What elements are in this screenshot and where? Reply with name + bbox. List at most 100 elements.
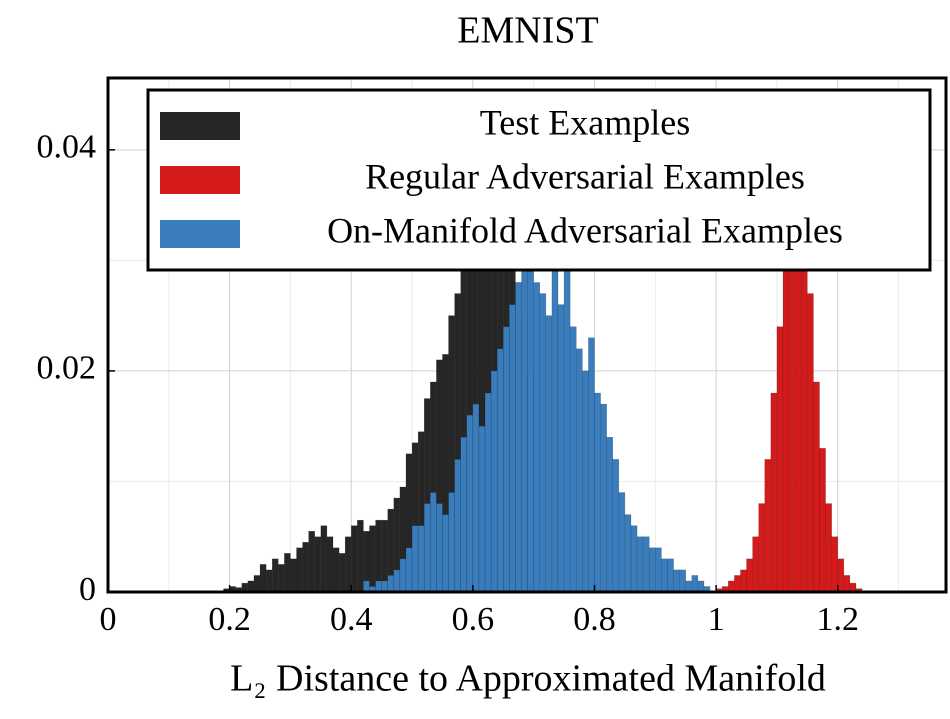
chart-title: EMNIST [457, 10, 598, 52]
x-tick-label: 0.2 [208, 601, 251, 638]
histogram-bar [807, 293, 814, 592]
histogram-bar [278, 564, 285, 592]
x-tick-label: 1.2 [817, 601, 860, 638]
histogram-bar [314, 536, 322, 592]
histogram-bar [417, 525, 425, 592]
histogram-bar [363, 580, 370, 592]
y-tick-label: 0.04 [37, 129, 97, 166]
y-tick-label: 0.02 [37, 350, 97, 387]
histogram-bar [801, 238, 808, 592]
histogram-bar [375, 580, 382, 592]
histogram-bar [636, 536, 644, 592]
histogram-bar [344, 536, 352, 592]
histogram-bar [770, 392, 778, 592]
histogram-bar [521, 249, 528, 592]
histogram-bar [843, 575, 851, 592]
histogram-bar [503, 326, 510, 592]
histogram-bar [679, 569, 686, 592]
histogram-bar [393, 569, 401, 592]
histogram-bar [405, 547, 413, 592]
histogram-bar [448, 315, 455, 592]
y-tick-label: 0 [79, 571, 96, 608]
histogram-bar [606, 436, 613, 592]
histogram-bar [472, 403, 480, 592]
histogram-bar [855, 588, 863, 592]
x-tick-label: 0.4 [330, 601, 373, 638]
histogram-bar [752, 536, 759, 592]
histogram-bar [411, 525, 419, 592]
histogram-bar [569, 326, 577, 592]
histogram-bar [308, 530, 316, 592]
histogram-bar [509, 304, 516, 592]
plot-frame [106, 76, 948, 594]
legend-label: On-Manifold Adversarial Examples [327, 210, 843, 250]
histogram-bar [478, 425, 486, 592]
histogram-bar [758, 503, 766, 592]
histogram-bar [582, 370, 589, 592]
histogram-bar [460, 436, 468, 592]
histogram-bar [253, 575, 261, 592]
histogram-bar [776, 326, 784, 592]
histogram-bar [387, 575, 395, 592]
histogram-bar [630, 525, 638, 592]
histogram-bar [600, 403, 607, 592]
histogram-bar [466, 414, 474, 592]
histogram-bar [588, 337, 595, 592]
histogram-bar [296, 547, 303, 592]
legend-label: Regular Adversarial Examples [365, 156, 805, 196]
histogram-bar [728, 580, 735, 592]
histogram-bar [837, 558, 845, 592]
histogram-bar [691, 575, 699, 592]
histogram-bar [557, 304, 565, 592]
histogram-bar [399, 558, 407, 592]
histogram-bar [369, 525, 376, 592]
histogram-bar [764, 459, 772, 592]
histogram-bar [685, 580, 693, 592]
histogram-bar [813, 381, 820, 592]
histogram-bar [563, 260, 571, 592]
histogram-bar [351, 525, 358, 592]
histogram-bar [648, 547, 656, 592]
histogram-bar [576, 348, 583, 592]
histogram-bar [734, 575, 741, 592]
histogram-bar [387, 508, 395, 592]
histogram-bar [673, 569, 680, 592]
histogram-bar [436, 503, 443, 592]
histogram-bar [490, 370, 498, 592]
histogram-bar [247, 580, 255, 592]
legend-swatch [160, 112, 240, 140]
histogram-bar [782, 260, 790, 592]
histogram-bar [551, 260, 559, 592]
histogram-bar [448, 492, 455, 592]
legend-label: Test Examples [480, 102, 690, 142]
histogram-bar [496, 348, 504, 592]
histogram-bar [527, 271, 534, 592]
legend-swatch [160, 166, 240, 194]
histogram-bar [442, 514, 449, 592]
histogram-bar [357, 519, 364, 592]
histogram-bar [302, 542, 309, 592]
histogram-bar [594, 392, 601, 592]
histogram-bar [788, 215, 796, 592]
legend: Test Examples Regular Adversarial Example… [146, 88, 932, 272]
histogram-bar [326, 536, 334, 592]
histogram-bar [545, 315, 553, 592]
x-axis-label: L₂ Distance to Approximated Manifold [230, 658, 826, 700]
histogram-bar [284, 553, 291, 592]
histogram-bar [819, 448, 826, 592]
histogram-bar [831, 536, 839, 592]
histogram-bar [430, 492, 437, 592]
histogram-bar [697, 580, 705, 592]
histogram-bar [740, 569, 747, 592]
histogram-bar [423, 503, 431, 592]
histogram-bar [381, 580, 388, 592]
histogram-bar [825, 503, 832, 592]
histogram-bar [655, 547, 662, 592]
histogram-bar [338, 553, 346, 592]
histogram-bar [624, 514, 632, 592]
x-tick-label: 0 [100, 601, 117, 638]
histogram-bar [290, 558, 297, 592]
histogram-bar [271, 558, 279, 592]
